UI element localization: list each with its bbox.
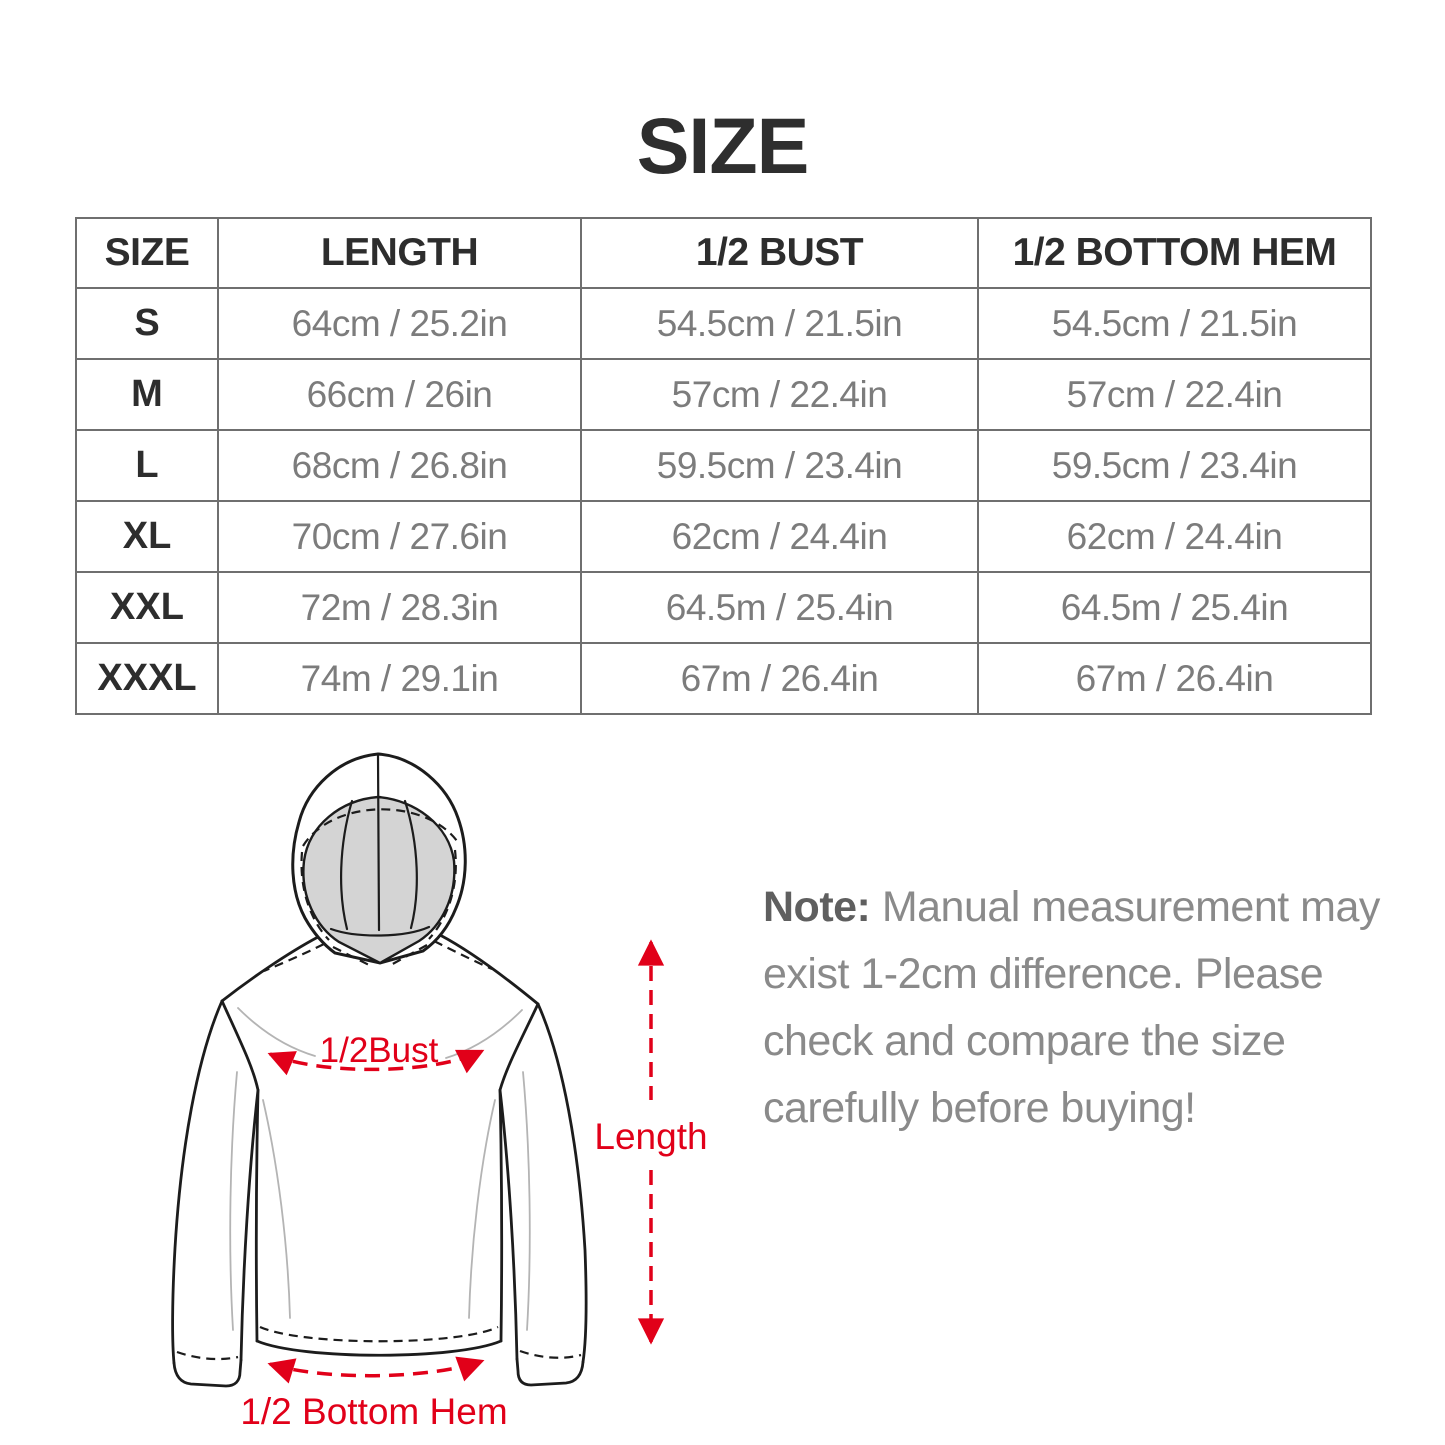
- table-row: XL 70cm / 27.6in 62cm / 24.4in 62cm / 24…: [75, 500, 1372, 573]
- length-label: Length: [594, 1116, 707, 1157]
- header-size: SIZE: [75, 217, 219, 289]
- cell-bust: 59.5cm / 23.4in: [580, 429, 979, 502]
- cell-size: XXL: [75, 571, 219, 644]
- cell-size: XL: [75, 500, 219, 573]
- cell-bust: 64.5m / 25.4in: [580, 571, 979, 644]
- cell-length: 68cm / 26.8in: [217, 429, 582, 502]
- note-text: Note: Manual measurement may exist 1-2cm…: [763, 874, 1380, 1142]
- table-row: XXL 72m / 28.3in 64.5m / 25.4in 64.5m / …: [75, 571, 1372, 644]
- table-row: L 68cm / 26.8in 59.5cm / 23.4in 59.5cm /…: [75, 429, 1372, 502]
- cell-hem: 59.5cm / 23.4in: [977, 429, 1372, 502]
- note-line-rest: Manual measurement may: [870, 883, 1381, 931]
- cell-size: S: [75, 287, 219, 360]
- header-bust: 1/2 BUST: [580, 217, 979, 289]
- table-row: M 66cm / 26in 57cm / 22.4in 57cm / 22.4i…: [75, 358, 1372, 431]
- cell-size: L: [75, 429, 219, 502]
- cell-length: 70cm / 27.6in: [217, 500, 582, 573]
- table-row: S 64cm / 25.2in 54.5cm / 21.5in 54.5cm /…: [75, 287, 1372, 360]
- header-bottom-hem: 1/2 BOTTOM HEM: [977, 217, 1372, 289]
- measurement-annotations: 1/2Bust 1/2 Bottom Hem Length: [240, 939, 708, 1432]
- bust-arrow: [267, 1049, 485, 1076]
- page-title: SIZE: [636, 101, 810, 190]
- hoodie-measurement-diagram: 1/2Bust 1/2 Bottom Hem Length: [171, 752, 708, 1432]
- cell-length: 74m / 29.1in: [217, 642, 582, 715]
- hoodie-body-illustration: [171, 933, 588, 1388]
- cell-hem: 54.5cm / 21.5in: [977, 287, 1372, 360]
- cell-length: 64cm / 25.2in: [217, 287, 582, 360]
- cell-hem: 57cm / 22.4in: [977, 358, 1372, 431]
- bottom-hem-arrow: [267, 1356, 485, 1384]
- cell-bust: 62cm / 24.4in: [580, 500, 979, 573]
- cell-hem: 64.5m / 25.4in: [977, 571, 1372, 644]
- hoodie-hood-illustration: [291, 752, 467, 967]
- cell-bust: 54.5cm / 21.5in: [580, 287, 979, 360]
- table-row: XXXL 74m / 29.1in 67m / 26.4in 67m / 26.…: [75, 642, 1372, 715]
- cell-size: XXXL: [75, 642, 219, 715]
- cell-hem: 62cm / 24.4in: [977, 500, 1372, 573]
- cell-bust: 67m / 26.4in: [580, 642, 979, 715]
- note-line: check and compare the size: [763, 1017, 1286, 1065]
- cell-bust: 57cm / 22.4in: [580, 358, 979, 431]
- cell-length: 72m / 28.3in: [217, 571, 582, 644]
- bottom-hem-label: 1/2 Bottom Hem: [240, 1391, 507, 1432]
- note-line: exist 1-2cm difference. Please: [763, 950, 1324, 998]
- cell-size: M: [75, 358, 219, 431]
- note-line: Note: Manual measurement may: [763, 874, 1380, 941]
- note-line: carefully before buying!: [763, 1084, 1196, 1132]
- size-table: SIZE LENGTH 1/2 BUST 1/2 BOTTOM HEM S 64…: [75, 217, 1372, 715]
- cell-hem: 67m / 26.4in: [977, 642, 1372, 715]
- note-prefix: Note:: [763, 883, 871, 931]
- cell-length: 66cm / 26in: [217, 358, 582, 431]
- header-length: LENGTH: [217, 217, 582, 289]
- bust-label: 1/2Bust: [320, 1031, 439, 1070]
- table-header-row: SIZE LENGTH 1/2 BUST 1/2 BOTTOM HEM: [75, 217, 1372, 289]
